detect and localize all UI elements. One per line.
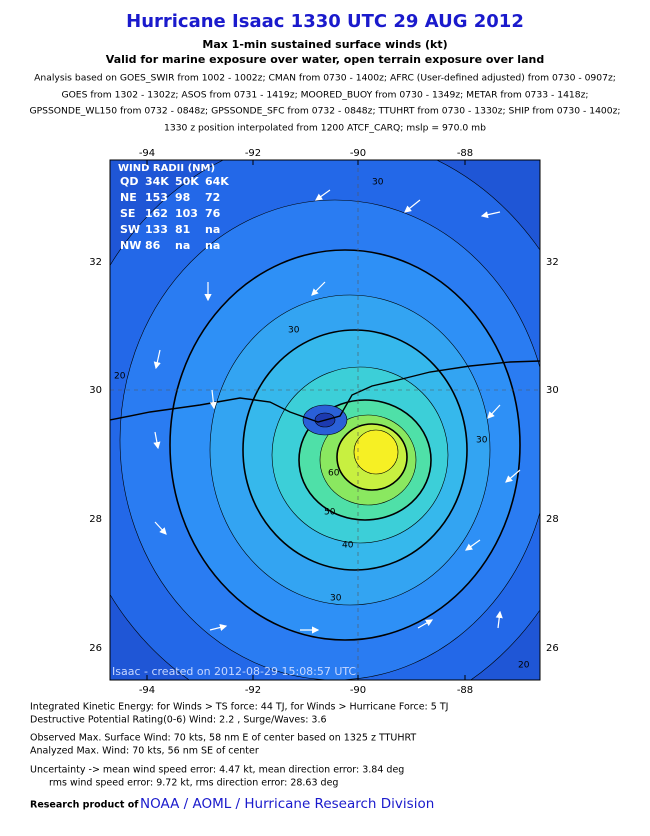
radii-cell: 98 bbox=[175, 191, 190, 204]
contour bbox=[353, 429, 399, 475]
lon-label: -92 bbox=[245, 685, 261, 696]
analysis-line: 1330 z position interpolated from 1200 A… bbox=[164, 123, 486, 134]
footer-line: Analyzed Max. Wind: 70 kts, 56 nm SE of … bbox=[30, 746, 259, 757]
research: Research product of bbox=[30, 800, 139, 811]
radii-header: 64K bbox=[205, 175, 229, 188]
lon-label: -94 bbox=[139, 148, 155, 159]
lon-label: -94 bbox=[139, 685, 155, 696]
footer-line: Observed Max. Surface Wind: 70 kts, 58 n… bbox=[30, 733, 416, 744]
arrow bbox=[480, 211, 501, 219]
radii-title: WIND RADII (NM) bbox=[118, 163, 215, 174]
arrow bbox=[495, 610, 503, 629]
analysis-line: GOES from 1302 - 1302z; ASOS from 0731 -… bbox=[61, 90, 588, 101]
analysis: Analysis based on GOES_SWIR from 1002 - … bbox=[29, 73, 620, 134]
arrow bbox=[505, 469, 521, 483]
credit: Isaac - created on 2012-08-29 15:08:57 U… bbox=[112, 665, 357, 678]
analysis-line: GPSSONDE_WL150 from 0732 - 0848z; GPSSON… bbox=[29, 106, 620, 117]
arrow bbox=[153, 349, 161, 370]
lat-label: 28 bbox=[546, 514, 559, 525]
arrow bbox=[465, 539, 481, 551]
radii-cell: na bbox=[175, 239, 190, 252]
radii-cell: 162 bbox=[145, 207, 168, 220]
contour-label: 20 bbox=[518, 661, 530, 671]
arrow bbox=[404, 199, 421, 213]
arrow bbox=[311, 281, 326, 296]
subtitle: Max 1-min sustained surface winds (kt) bbox=[202, 38, 447, 51]
footer-line: Integrated Kinetic Energy: for Winds > T… bbox=[30, 702, 448, 713]
arrow bbox=[315, 189, 331, 201]
contour-label: 30 bbox=[330, 594, 342, 604]
radii-cell: SW bbox=[120, 223, 140, 236]
subtitle: Valid for marine exposure over water, op… bbox=[106, 53, 544, 66]
axes: -94 -94 -92 -92 -90 -90 -88 -88 32 32 30 30 28 28 26 26 bbox=[89, 148, 558, 696]
lon-label: -90 bbox=[350, 148, 366, 159]
lat-label: 26 bbox=[89, 643, 102, 654]
radii-cell: 153 bbox=[145, 191, 168, 204]
wind-arrows bbox=[153, 189, 521, 634]
contour-label: 20 bbox=[114, 372, 126, 382]
lat-label: 30 bbox=[89, 385, 102, 396]
lon-label: -88 bbox=[457, 685, 473, 696]
radii-cell: na bbox=[205, 223, 220, 236]
arrow bbox=[154, 521, 167, 535]
footer: Integrated Kinetic Energy: for Winds > T… bbox=[30, 702, 448, 813]
contour-labels: 30 60 50 40 30 30 20 20 30 bbox=[114, 178, 530, 671]
radii-cell: na bbox=[205, 239, 220, 252]
lat-label: 32 bbox=[546, 257, 559, 268]
map: 30 60 50 40 30 30 20 20 30 Isaac - creat… bbox=[110, 160, 540, 680]
lat-label: 26 bbox=[546, 643, 559, 654]
radii-cell: 72 bbox=[205, 191, 220, 204]
footer-line: rms wind speed error: 9.72 kt, rms direc… bbox=[49, 778, 338, 789]
contour-label: 50 bbox=[324, 508, 336, 518]
wind-radii: WIND RADII (NM) QD 34K 50K 64K NE 153 98 72 SE 16… bbox=[118, 163, 229, 252]
footer-line: Destructive Potential Rating(0-6) Wind: … bbox=[30, 715, 327, 726]
org: NOAA / AOML / Hurricane Research Divisio… bbox=[140, 796, 434, 812]
footer-line: Uncertainty -> mean wind speed error: 4.… bbox=[30, 765, 404, 776]
contours bbox=[110, 160, 540, 680]
arrow bbox=[153, 431, 161, 450]
contour-label: 40 bbox=[342, 541, 354, 551]
lon-label: -92 bbox=[245, 148, 261, 159]
arrow bbox=[417, 619, 434, 629]
lon-label: -90 bbox=[350, 685, 366, 696]
radii-cell: NE bbox=[120, 191, 137, 204]
analysis-line: Analysis based on GOES_SWIR from 1002 - … bbox=[34, 73, 616, 84]
lat-label: 32 bbox=[89, 257, 102, 268]
contour-label: 60 bbox=[328, 469, 340, 479]
arrow bbox=[209, 389, 217, 410]
contour-label: 30 bbox=[288, 326, 300, 336]
radii-cell: 103 bbox=[175, 207, 198, 220]
lat-label: 30 bbox=[546, 385, 559, 396]
arrow bbox=[209, 623, 228, 631]
radii-header: 34K bbox=[145, 175, 169, 188]
radii-header: QD bbox=[120, 175, 138, 188]
radii-cell: 86 bbox=[145, 239, 161, 252]
radii-cell: 76 bbox=[205, 207, 221, 220]
radii-cell: NW bbox=[120, 239, 141, 252]
radii-cell: SE bbox=[120, 207, 135, 220]
arrow bbox=[487, 404, 501, 419]
contour-label: 30 bbox=[476, 436, 488, 446]
map-frame bbox=[109, 159, 541, 681]
contour-label: 30 bbox=[372, 178, 384, 188]
lat-label: 28 bbox=[89, 514, 102, 525]
title: Hurricane Isaac 1330 UTC 29 AUG 2012 bbox=[126, 11, 524, 32]
radii-cell: 81 bbox=[175, 223, 190, 236]
radii-header: 50K bbox=[175, 175, 199, 188]
radii-cell: 133 bbox=[145, 223, 168, 236]
lon-label: -88 bbox=[457, 148, 473, 159]
